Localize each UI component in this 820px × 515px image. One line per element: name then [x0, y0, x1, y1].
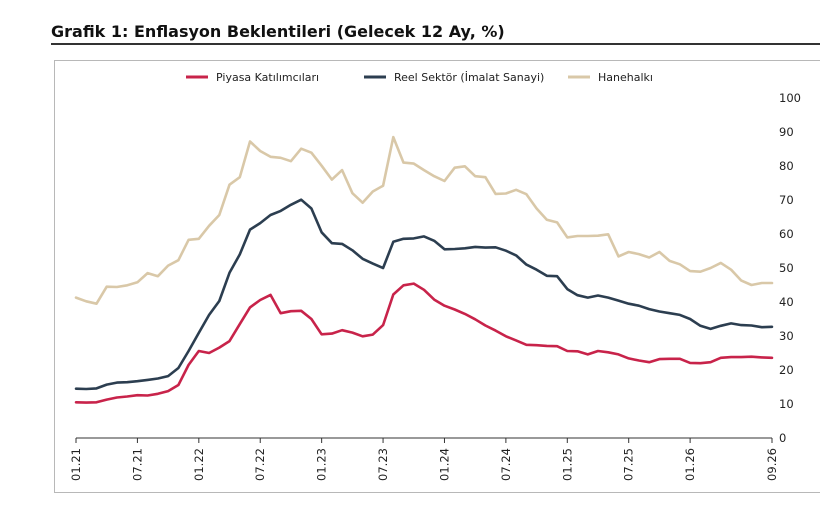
y-tick-label: 90 — [779, 125, 794, 139]
y-tick-label: 30 — [779, 329, 794, 343]
legend-label: Reel Sektör (İmalat Sanayi) — [394, 71, 544, 84]
y-tick-label: 0 — [779, 431, 786, 445]
y-tick-label: 20 — [779, 363, 794, 377]
series-line — [74, 198, 774, 391]
series-line — [74, 135, 774, 306]
x-tick-label: 01.23 — [315, 448, 329, 481]
chart-axes: 0 10 20 30 40 50 60 70 80 90 100 01.21 07.21 01.22 07.… — [69, 91, 801, 481]
y-tick-label: 10 — [779, 397, 794, 411]
y-tick-label: 50 — [779, 261, 794, 275]
series-line — [74, 282, 774, 404]
x-tick-label: 01.24 — [437, 448, 451, 481]
legend-label: Hanehalkı — [598, 71, 653, 84]
y-tick-label: 100 — [779, 91, 801, 105]
legend-label: Piyasa Katılımcıları — [216, 71, 319, 84]
x-tick-label: 01.21 — [69, 448, 83, 481]
page-title: Grafik 1: Enflasyon Beklentileri (Gelece… — [51, 22, 505, 41]
x-tick-label: 07.24 — [499, 448, 513, 481]
x-tick-label: 07.25 — [622, 448, 636, 481]
title-divider — [51, 43, 820, 45]
x-tick-label: 01.26 — [683, 448, 697, 481]
y-tick-label: 70 — [779, 193, 794, 207]
chart-series — [74, 135, 774, 404]
chart-frame — [54, 60, 820, 493]
x-tick-label: 07.23 — [376, 448, 390, 481]
y-tick-label: 40 — [779, 295, 794, 309]
x-tick-label: 01.25 — [560, 448, 574, 481]
x-tick-label: 01.22 — [192, 448, 206, 481]
x-tick-label: 07.21 — [130, 448, 144, 481]
x-tick-label: 09.26 — [765, 448, 779, 481]
y-tick-label: 80 — [779, 159, 794, 173]
y-tick-label: 60 — [779, 227, 794, 241]
x-tick-label: 07.22 — [253, 448, 267, 481]
chart-legend: Piyasa Katılımcıları Reel Sektör (İmalat … — [186, 71, 653, 84]
